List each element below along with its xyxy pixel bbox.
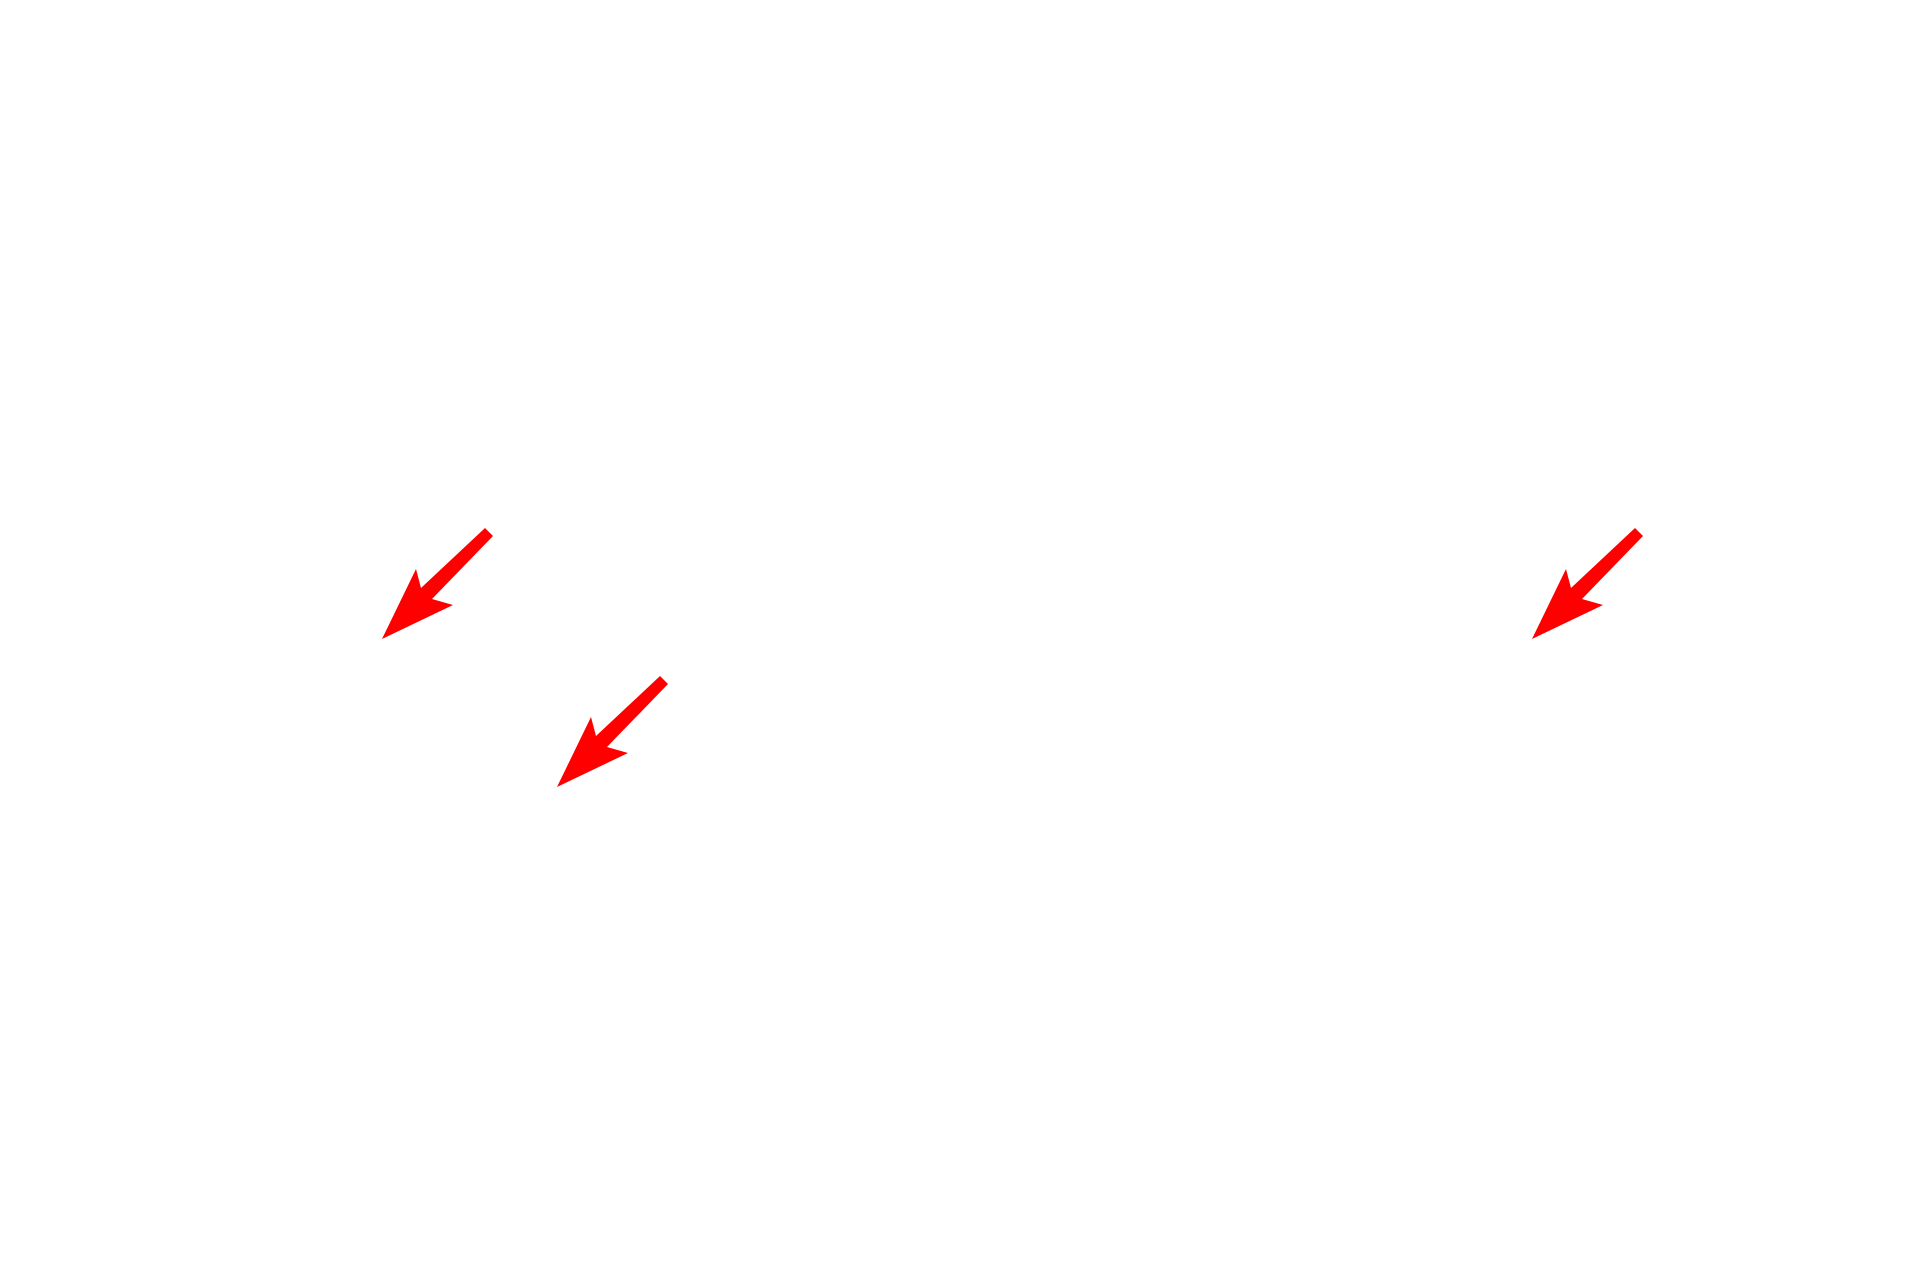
pointer-arrow xyxy=(557,676,668,787)
pointer-arrow xyxy=(382,528,493,639)
pointer-arrow xyxy=(1532,528,1643,639)
